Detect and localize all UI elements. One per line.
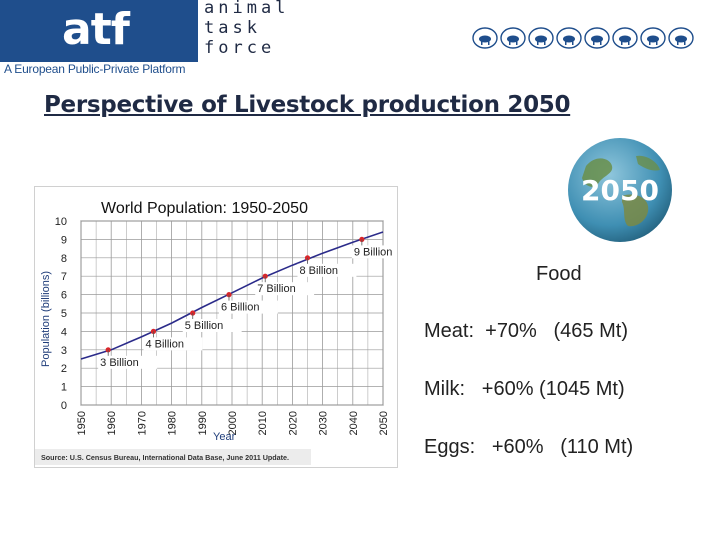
y-tick-label: 9	[61, 234, 67, 246]
milestone-label: 5 Billion	[185, 320, 224, 332]
x-tick-label: 2040	[348, 411, 360, 435]
rabbit-icon	[640, 27, 666, 49]
food-item-milk: Milk: +60% (1045 Mt)	[424, 378, 625, 400]
x-tick-label: 1960	[106, 411, 118, 435]
series-line-layer	[80, 231, 384, 360]
milestone-label-bg	[182, 319, 242, 332]
y-tick-label: 1	[61, 382, 67, 394]
horse-icon	[584, 27, 610, 49]
milestone-label-bg	[218, 300, 278, 314]
x-tick-label: 2000	[227, 411, 239, 435]
logo-word-animal: animal	[204, 0, 290, 18]
chart-svg: World Population: 1950-2050 0 1 2 3 4 5 6 7 8 9 10…	[35, 200, 411, 465]
globe-2050-icon: 2050	[568, 138, 672, 242]
y-tick-label: 6	[61, 290, 67, 302]
x-tick-label: 2050	[378, 411, 390, 435]
slide-title: Perspective of Livestock production 2050	[44, 92, 571, 118]
logo-word-task: task	[204, 18, 261, 38]
logo-word-force: force	[204, 38, 276, 58]
food-item-eggs: Eggs: +60% (110 Mt)	[424, 436, 634, 458]
logo-tagline: A European Public-Private Platform	[4, 62, 186, 76]
milestone-label-bg	[255, 282, 315, 296]
population-series-line	[80, 231, 384, 360]
x-tick-label: 2030	[318, 411, 330, 435]
y-tick-label: 4	[61, 326, 67, 338]
pig-icon	[472, 27, 498, 49]
x-axis-label: Year	[213, 431, 236, 443]
chart-title: World Population: 1950-2050	[101, 200, 308, 217]
milestone-label: 7 Billion	[257, 283, 296, 295]
population-chart: World Population: 1950-2050 0 1 2 3 4 5 6 7 8 9 10…	[34, 186, 411, 468]
milestone-label-bg	[351, 245, 411, 259]
milestone-label-bg	[297, 263, 357, 277]
chart-source: Source: U.S. Census Bureau, Internationa…	[41, 453, 289, 462]
food-heading: Food	[536, 263, 582, 285]
y-tick-label: 3	[61, 345, 67, 357]
x-tick-label: 2020	[287, 411, 299, 435]
x-tick-label: 1980	[167, 411, 179, 435]
milestone-point	[105, 347, 111, 353]
chicken-icon	[528, 27, 554, 49]
globe-label: 2050	[581, 174, 659, 207]
milestone-label-bg	[143, 337, 203, 351]
y-tick-label: 7	[61, 271, 67, 283]
sheep-icon	[556, 27, 582, 49]
logo-words: animal task force	[204, 0, 289, 58]
milestone-point	[304, 255, 311, 261]
animal-icons-strip	[472, 27, 694, 49]
x-tick-label: 1990	[197, 411, 209, 435]
milestone-label-bg	[98, 355, 158, 369]
x-tick-label: 1970	[136, 411, 148, 435]
x-tick-label: 2010	[257, 411, 269, 435]
milestone-label: 4 Billion	[145, 338, 184, 350]
goat-icon	[668, 27, 694, 49]
y-tick-label: 8	[61, 253, 67, 265]
milestone-label: 9 Billion	[354, 246, 393, 258]
logo-text: atf	[62, 4, 130, 55]
y-tick-label: 10	[55, 216, 67, 228]
y-tick-label: 0	[61, 400, 67, 412]
fish-icon	[612, 27, 638, 49]
source-band	[35, 449, 311, 465]
milestone-point	[359, 236, 365, 242]
x-tick-label: 1950	[76, 411, 88, 435]
food-item-meat: Meat: +70% (465 Mt)	[424, 320, 628, 342]
y-tick-label: 2	[61, 363, 67, 375]
y-tick-label: 5	[61, 308, 67, 320]
milestone-label: 6 Billion	[221, 302, 260, 314]
y-tick-labels: 0 1 2 3 4 5 6 7 8 9 10	[55, 216, 67, 412]
atf-logo: atf	[0, 0, 198, 62]
y-axis-label: Population (billions)	[40, 271, 52, 367]
cow-icon	[500, 27, 526, 49]
milestone-label: 3 Billion	[100, 357, 139, 369]
milestone-label: 8 Billion	[300, 265, 339, 277]
x-tick-labels: 1950 1960 1970 1980 1990 2000 2010 2020 2030 2040…	[76, 411, 390, 435]
